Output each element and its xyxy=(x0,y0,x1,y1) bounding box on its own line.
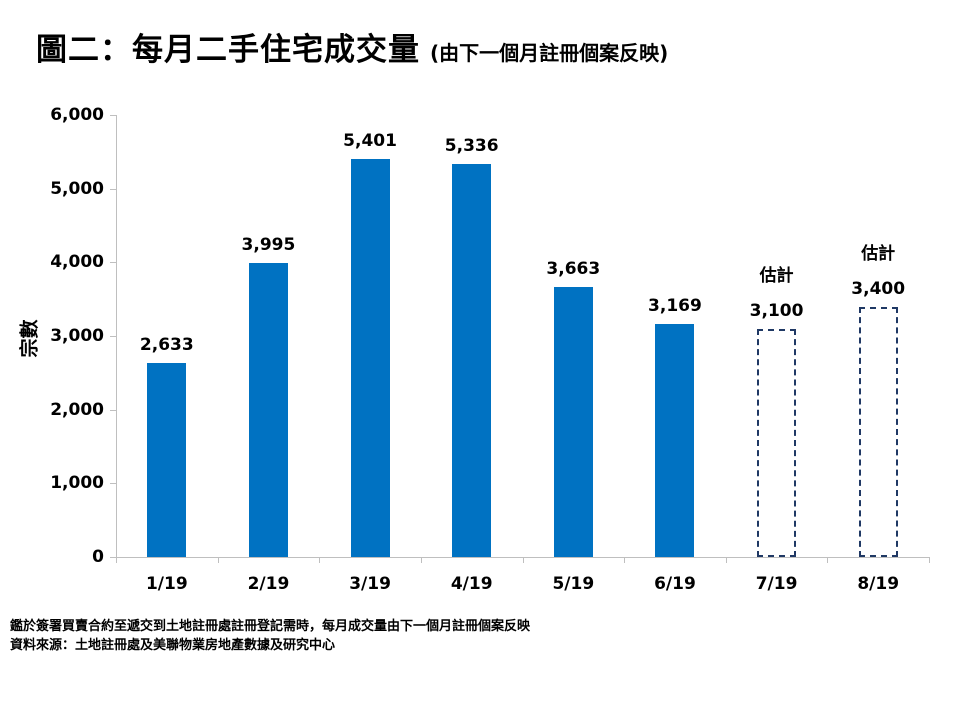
x-tick-mark xyxy=(827,557,829,563)
x-tick-label: 6/19 xyxy=(654,574,696,594)
bar-7-19 xyxy=(757,328,797,557)
x-tick-mark xyxy=(522,557,524,563)
x-tick-mark xyxy=(217,557,219,563)
estimated-label: 估計 xyxy=(861,243,896,264)
bar-6-19 xyxy=(655,323,695,557)
y-tick-label: 2,000 xyxy=(50,399,104,420)
y-axis-line xyxy=(116,115,117,557)
estimated-label: 估計 xyxy=(759,265,794,286)
x-tick-mark xyxy=(420,557,422,563)
bar-value-label: 3,100 xyxy=(749,300,804,321)
bar-value-label: 5,336 xyxy=(444,135,499,156)
footnotes: 鑑於簽署買賣合約至遞交到土地註冊處註冊登記需時，每月成交量由下一個月註冊個案反映… xyxy=(10,617,530,655)
x-tick-label: 2/19 xyxy=(247,574,290,594)
chart-title-sub: (由下一個月註冊個案反映) xyxy=(430,41,669,65)
y-tick-label: 0 xyxy=(92,547,104,567)
chart-title: 圖二：每月二手住宅成交量 (由下一個月註冊個案反映) xyxy=(36,24,668,69)
x-tick-label: 3/19 xyxy=(349,574,391,594)
bar-value-label: 3,400 xyxy=(851,278,906,299)
y-tick-mark xyxy=(110,483,116,485)
y-tick-mark xyxy=(110,409,116,411)
y-tick-mark xyxy=(110,262,116,264)
x-tick-mark xyxy=(725,557,727,563)
y-tick-label: 5,000 xyxy=(50,178,104,199)
y-tick-label: 6,000 xyxy=(50,105,104,125)
y-tick-label: 1,000 xyxy=(50,473,104,494)
bar-2-19 xyxy=(248,262,288,557)
y-tick-label: 3,000 xyxy=(50,326,104,346)
bar-1-19 xyxy=(147,363,187,557)
y-tick-mark xyxy=(110,336,116,337)
y-tick-label: 4,000 xyxy=(50,252,104,273)
bar-value-label: 5,401 xyxy=(343,131,397,152)
chart-title-main: 圖二：每月二手住宅成交量 xyxy=(36,32,420,68)
x-tick-label: 7/19 xyxy=(755,574,798,594)
footnote-line-2: 資料來源：土地註冊處及美聯物業房地產數據及研究中心 xyxy=(10,638,336,653)
bar-value-label: 3,663 xyxy=(546,259,601,280)
x-tick-mark xyxy=(319,557,321,563)
bar-3-19 xyxy=(350,159,390,557)
x-tick-mark xyxy=(624,557,626,563)
x-tick-label: 4/19 xyxy=(450,574,493,594)
bar-8-19 xyxy=(858,306,898,557)
bar-value-label: 3,995 xyxy=(241,234,296,255)
bar-4-19 xyxy=(452,163,492,557)
x-tick-label: 1/19 xyxy=(145,574,188,594)
x-tick-label: 5/19 xyxy=(552,574,595,594)
y-tick-mark xyxy=(110,115,116,116)
bar-value-label: 2,633 xyxy=(139,335,194,356)
x-tick-label: 8/19 xyxy=(857,574,900,594)
footnote-line-1: 鑑於簽署買賣合約至遞交到土地註冊處註冊登記需時，每月成交量由下一個月註冊個案反映 xyxy=(10,619,531,634)
y-tick-mark xyxy=(110,188,116,190)
x-tick-mark xyxy=(929,557,930,563)
y-tick-mark xyxy=(110,557,116,558)
bar-5-19 xyxy=(553,287,593,557)
x-tick-mark xyxy=(116,557,117,563)
bar-value-label: 3,169 xyxy=(648,295,702,316)
